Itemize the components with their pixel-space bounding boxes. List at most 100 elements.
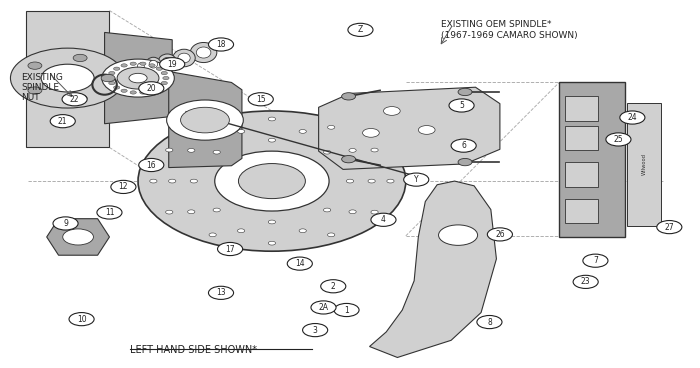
Circle shape (323, 208, 331, 212)
Circle shape (161, 81, 167, 85)
Text: 24: 24 (628, 113, 637, 122)
Circle shape (215, 151, 329, 211)
Text: 6: 6 (461, 141, 466, 150)
Circle shape (149, 89, 155, 92)
Circle shape (573, 275, 598, 289)
Circle shape (213, 150, 220, 154)
Text: 8: 8 (487, 318, 492, 326)
Circle shape (129, 73, 147, 83)
Text: 14: 14 (295, 259, 304, 268)
Circle shape (156, 67, 162, 70)
Text: EXISTING OEM SPINDLE*
(1967-1969 CAMARO SHOWN): EXISTING OEM SPINDLE* (1967-1969 CAMARO … (440, 20, 578, 40)
Circle shape (299, 130, 307, 133)
Ellipse shape (173, 49, 195, 67)
Circle shape (75, 55, 85, 61)
Circle shape (451, 139, 476, 152)
Text: 20: 20 (146, 84, 156, 93)
Polygon shape (370, 181, 496, 357)
Text: 19: 19 (167, 60, 177, 69)
Circle shape (29, 88, 40, 93)
Text: LEFT HAND SIDE SHOWN*: LEFT HAND SIDE SHOWN* (130, 345, 258, 355)
Text: 10: 10 (77, 315, 86, 323)
Text: 1: 1 (344, 305, 349, 315)
Circle shape (287, 257, 312, 270)
Circle shape (209, 286, 234, 300)
Text: 2A: 2A (318, 303, 328, 312)
Circle shape (404, 173, 429, 186)
Circle shape (419, 125, 435, 134)
Circle shape (41, 64, 94, 92)
Circle shape (160, 58, 185, 71)
Circle shape (130, 62, 136, 66)
Circle shape (53, 217, 78, 230)
Circle shape (346, 179, 354, 183)
Circle shape (50, 114, 76, 128)
Circle shape (487, 228, 512, 241)
Circle shape (140, 62, 146, 66)
Circle shape (10, 48, 125, 108)
Circle shape (121, 89, 127, 92)
Circle shape (371, 210, 378, 214)
Circle shape (181, 107, 230, 133)
Circle shape (97, 206, 122, 219)
Polygon shape (169, 71, 242, 167)
Circle shape (237, 130, 245, 133)
Text: EXISTING
SPINDLE
NUT: EXISTING SPINDLE NUT (21, 72, 63, 102)
Polygon shape (559, 82, 625, 237)
Circle shape (299, 229, 307, 233)
Circle shape (121, 64, 127, 67)
Circle shape (209, 233, 216, 237)
Circle shape (113, 67, 120, 70)
Circle shape (268, 241, 276, 245)
Text: 27: 27 (664, 223, 674, 231)
Circle shape (108, 81, 115, 85)
Circle shape (167, 100, 244, 140)
Circle shape (169, 179, 176, 183)
Bar (565, 199, 598, 223)
Circle shape (103, 75, 113, 81)
Circle shape (606, 133, 631, 146)
Circle shape (28, 62, 42, 69)
Text: 26: 26 (495, 230, 505, 239)
Circle shape (239, 163, 305, 199)
Circle shape (209, 38, 234, 51)
Ellipse shape (137, 63, 144, 70)
Text: Y: Y (414, 175, 419, 184)
Text: 23: 23 (581, 277, 591, 286)
Text: 17: 17 (225, 244, 235, 254)
Circle shape (334, 304, 359, 316)
Circle shape (73, 95, 87, 102)
Circle shape (620, 111, 645, 124)
Ellipse shape (146, 57, 161, 71)
Circle shape (657, 220, 682, 234)
Circle shape (449, 99, 474, 112)
Ellipse shape (149, 60, 158, 68)
Circle shape (111, 180, 136, 194)
Circle shape (69, 312, 94, 326)
Text: 12: 12 (119, 183, 128, 191)
Circle shape (268, 220, 276, 224)
Circle shape (387, 179, 394, 183)
Circle shape (73, 54, 87, 61)
Text: 21: 21 (58, 117, 67, 126)
Circle shape (268, 138, 276, 142)
Circle shape (117, 67, 159, 89)
Circle shape (29, 63, 40, 68)
Circle shape (139, 82, 164, 95)
Text: 18: 18 (216, 40, 226, 49)
Circle shape (62, 93, 87, 106)
Circle shape (102, 59, 174, 97)
Bar (627, 103, 661, 226)
Text: 4: 4 (381, 215, 386, 224)
Polygon shape (318, 87, 500, 169)
Text: 2: 2 (331, 282, 335, 291)
Circle shape (237, 229, 245, 233)
Text: 16: 16 (146, 160, 156, 170)
Circle shape (75, 95, 85, 101)
Text: 5: 5 (459, 101, 464, 110)
Circle shape (190, 179, 197, 183)
Circle shape (188, 210, 195, 214)
Circle shape (384, 107, 400, 115)
Bar (565, 125, 598, 151)
Ellipse shape (158, 54, 176, 69)
